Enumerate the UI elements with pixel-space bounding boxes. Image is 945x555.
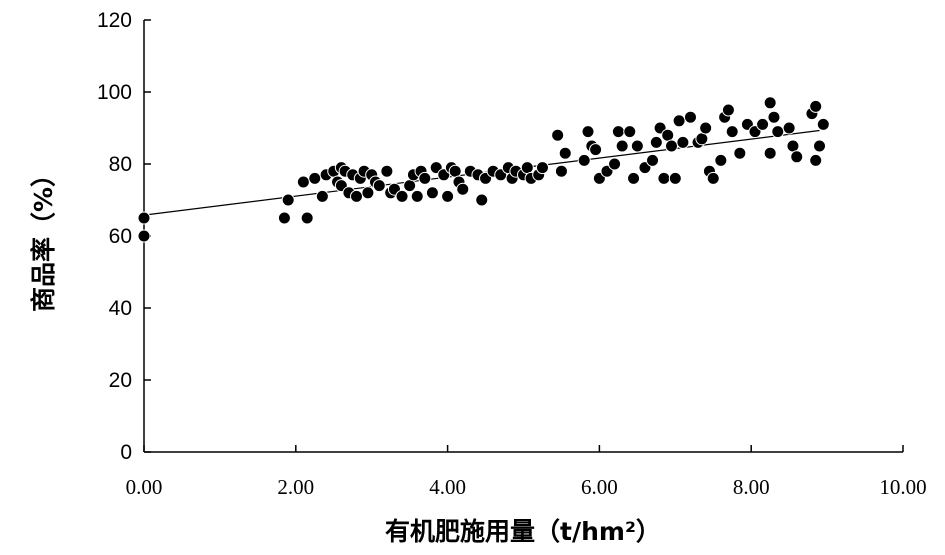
data-point — [456, 182, 470, 196]
data-point — [733, 146, 747, 160]
y-tick-label: 80 — [109, 153, 132, 176]
y-tick-label: 60 — [109, 225, 132, 248]
data-point — [558, 146, 572, 160]
data-point — [672, 114, 686, 128]
data-point — [668, 171, 682, 185]
data-point — [372, 179, 386, 193]
data-point — [554, 164, 568, 178]
data-point — [665, 139, 679, 153]
data-point — [790, 150, 804, 164]
data-point — [448, 164, 462, 178]
data-point — [767, 110, 781, 124]
data-point — [627, 171, 641, 185]
data-point — [300, 211, 314, 225]
y-tick-label: 0 — [120, 441, 132, 464]
data-point — [395, 189, 409, 203]
data-point — [403, 179, 417, 193]
data-point — [809, 153, 823, 167]
data-point — [623, 125, 637, 139]
axes: 0 20 40 60 80 100 120 0.00 2.00 4.00 6.00 8.00 10.00 — [97, 9, 927, 499]
data-point — [786, 139, 800, 153]
data-point — [816, 117, 830, 131]
data-point — [699, 121, 713, 135]
data-point — [725, 125, 739, 139]
data-point — [577, 153, 591, 167]
data-point — [137, 211, 151, 225]
y-tick-label: 20 — [109, 369, 132, 392]
x-tick-label: 8.00 — [733, 475, 770, 499]
y-tick-label: 120 — [97, 9, 132, 32]
data-point — [441, 189, 455, 203]
data-point — [771, 125, 785, 139]
data-point — [137, 229, 151, 243]
x-tick-label: 2.00 — [277, 475, 314, 499]
x-tick-label: 0.00 — [126, 475, 163, 499]
data-point — [608, 157, 622, 171]
data-point — [277, 211, 291, 225]
y-axis-title: 商品率（%） — [29, 162, 58, 312]
data-point — [589, 143, 603, 157]
scatter-points — [137, 96, 830, 243]
data-point — [683, 110, 697, 124]
data-point — [695, 132, 709, 146]
x-axis-title: 有机肥施用量（t/hm²） — [385, 517, 661, 546]
data-point — [706, 171, 720, 185]
data-point — [475, 193, 489, 207]
data-point — [410, 189, 424, 203]
data-point — [380, 164, 394, 178]
data-point — [315, 189, 329, 203]
data-point — [418, 171, 432, 185]
data-point — [809, 99, 823, 113]
data-point — [714, 153, 728, 167]
x-tick-label: 4.00 — [429, 475, 466, 499]
data-point — [535, 161, 549, 175]
data-point — [721, 103, 735, 117]
data-point — [763, 146, 777, 160]
data-point — [646, 153, 660, 167]
y-tick-label: 100 — [97, 81, 132, 104]
data-point — [763, 96, 777, 110]
x-tick-label: 10.00 — [879, 475, 926, 499]
data-point — [756, 117, 770, 131]
data-point — [813, 139, 827, 153]
data-point — [281, 193, 295, 207]
x-tick-label: 6.00 — [581, 475, 618, 499]
data-point — [657, 171, 671, 185]
data-point — [551, 128, 565, 142]
data-point — [581, 125, 595, 139]
data-point — [649, 135, 663, 149]
data-point — [676, 135, 690, 149]
data-point — [615, 139, 629, 153]
data-point — [782, 121, 796, 135]
data-point — [520, 161, 534, 175]
data-point — [361, 186, 375, 200]
data-point — [425, 186, 439, 200]
data-point — [308, 171, 322, 185]
data-point — [630, 139, 644, 153]
data-point — [350, 189, 364, 203]
data-point — [296, 175, 310, 189]
data-point — [611, 125, 625, 139]
y-tick-label: 40 — [109, 297, 132, 320]
data-point — [661, 128, 675, 142]
